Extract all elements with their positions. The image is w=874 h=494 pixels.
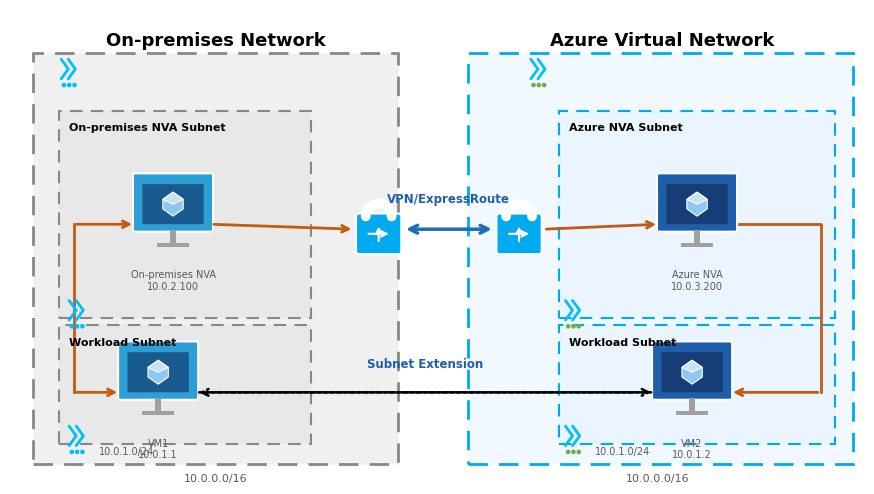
- Circle shape: [565, 324, 571, 329]
- FancyBboxPatch shape: [356, 213, 401, 254]
- Circle shape: [80, 324, 85, 329]
- Polygon shape: [687, 192, 707, 216]
- FancyBboxPatch shape: [662, 352, 723, 392]
- Text: 10.0.1.0/24: 10.0.1.0/24: [595, 447, 650, 456]
- FancyBboxPatch shape: [657, 173, 737, 232]
- Text: Azure NVA Subnet: Azure NVA Subnet: [568, 124, 683, 133]
- Text: VPN/ExpressRoute: VPN/ExpressRoute: [387, 193, 510, 206]
- Bar: [170, 230, 177, 243]
- Circle shape: [537, 82, 541, 87]
- Text: 10.0.0.0/16: 10.0.0.0/16: [626, 474, 690, 484]
- Text: Workload Subnet: Workload Subnet: [69, 338, 177, 348]
- FancyBboxPatch shape: [496, 213, 542, 254]
- Text: Workload Subnet: Workload Subnet: [568, 338, 676, 348]
- Text: Azure NVA
10.0.3.200: Azure NVA 10.0.3.200: [671, 271, 723, 292]
- Circle shape: [565, 450, 571, 454]
- Circle shape: [73, 82, 77, 87]
- Circle shape: [67, 82, 72, 87]
- Text: Subnet Extension: Subnet Extension: [367, 358, 483, 371]
- Text: On-premises Network: On-premises Network: [106, 32, 325, 50]
- Bar: [32, 53, 399, 463]
- Circle shape: [531, 82, 536, 87]
- Text: Azure Virtual Network: Azure Virtual Network: [551, 32, 774, 50]
- Circle shape: [571, 450, 576, 454]
- Circle shape: [542, 82, 546, 87]
- Text: VM1
10.0.1.1: VM1 10.0.1.1: [138, 439, 178, 460]
- FancyBboxPatch shape: [142, 184, 204, 224]
- Circle shape: [80, 450, 85, 454]
- Polygon shape: [682, 360, 703, 384]
- FancyBboxPatch shape: [652, 341, 732, 400]
- Circle shape: [577, 450, 581, 454]
- FancyBboxPatch shape: [128, 352, 189, 392]
- Bar: [676, 412, 709, 415]
- Circle shape: [75, 324, 80, 329]
- Circle shape: [61, 82, 66, 87]
- Polygon shape: [148, 360, 169, 372]
- Bar: [142, 412, 175, 415]
- Text: 10.0.1.0/24: 10.0.1.0/24: [99, 447, 154, 456]
- FancyBboxPatch shape: [666, 184, 728, 224]
- Polygon shape: [148, 360, 169, 384]
- Circle shape: [69, 324, 74, 329]
- Circle shape: [577, 324, 581, 329]
- Bar: [156, 243, 190, 247]
- FancyBboxPatch shape: [118, 341, 198, 400]
- Bar: [681, 243, 713, 247]
- Bar: [694, 230, 700, 243]
- Text: 10.0.0.0/16: 10.0.0.0/16: [184, 474, 247, 484]
- Polygon shape: [682, 360, 703, 372]
- Bar: [155, 398, 162, 412]
- FancyBboxPatch shape: [133, 173, 213, 232]
- Text: VM2
10.0.1.2: VM2 10.0.1.2: [672, 439, 712, 460]
- Circle shape: [571, 324, 576, 329]
- Text: On-premises NVA Subnet: On-premises NVA Subnet: [69, 124, 225, 133]
- Bar: [558, 325, 836, 444]
- Bar: [59, 325, 311, 444]
- Bar: [59, 111, 311, 318]
- Bar: [689, 398, 696, 412]
- Polygon shape: [163, 192, 184, 216]
- Text: On-premises NVA
10.0.2.100: On-premises NVA 10.0.2.100: [130, 271, 216, 292]
- Bar: [468, 53, 853, 463]
- Polygon shape: [687, 192, 707, 204]
- Polygon shape: [163, 192, 184, 204]
- Circle shape: [75, 450, 80, 454]
- Circle shape: [69, 450, 74, 454]
- Bar: [558, 111, 836, 318]
